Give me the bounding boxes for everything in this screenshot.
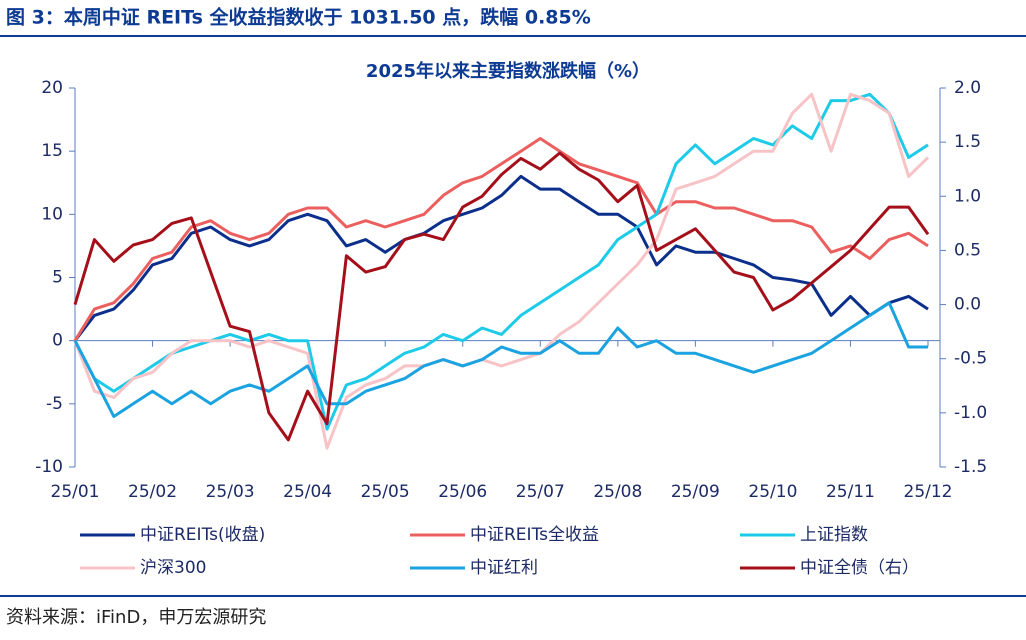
x-tick-label: 25/08 [593, 482, 642, 502]
series-line [73, 137, 929, 342]
y2-tick-label: 1.0 [954, 186, 981, 206]
y-tick-label: 10 [41, 204, 63, 224]
y-tick-label: -5 [46, 394, 63, 414]
x-tick-label: 25/02 [128, 482, 177, 502]
x-tick-label: 25/01 [51, 482, 100, 502]
series-line [73, 92, 929, 431]
y2-tick-label: -0.5 [954, 349, 987, 369]
y2-tick-label: -1.5 [954, 457, 987, 477]
source: 资料来源：iFinD，申万宏源研究 [6, 607, 266, 628]
y2-tick-label: -1.0 [954, 403, 987, 423]
chart-title: 2025年以来主要指数涨跌幅（%） [366, 60, 650, 82]
y-tick-label: 20 [41, 78, 63, 98]
header-title: 图 3：本周中证 REITs 全收益指数收于 1031.50 点，跌幅 0.85… [6, 6, 591, 29]
y-tick-label: 5 [52, 268, 63, 288]
legend-label: 中证REITs(收盘) [140, 525, 265, 545]
legend-label: 中证红利 [470, 558, 538, 578]
x-tick-label: 25/05 [361, 482, 410, 502]
y-tick-label: 15 [41, 141, 63, 161]
y-tick-label: 0 [52, 331, 63, 351]
x-tick-label: 25/04 [283, 482, 332, 502]
legend-label: 沪深300 [140, 558, 206, 578]
series-line [73, 92, 930, 450]
series-line [73, 151, 930, 442]
y2-tick-label: 1.5 [954, 132, 981, 152]
x-tick-label: 25/10 [748, 482, 797, 502]
y-tick-label: -10 [35, 457, 63, 477]
legend-label: 上证指数 [800, 525, 868, 545]
series-line [73, 301, 928, 418]
x-tick-label: 25/03 [206, 482, 255, 502]
x-tick-label: 25/12 [904, 482, 953, 502]
legend-label: 中证REITs全收益 [470, 525, 599, 545]
y2-tick-label: 0.5 [954, 240, 981, 260]
y2-tick-label: 2.0 [954, 78, 981, 98]
x-tick-label: 25/07 [516, 482, 565, 502]
x-tick-label: 25/11 [826, 482, 875, 502]
y2-tick-label: 0.0 [954, 295, 981, 315]
x-tick-label: 25/06 [438, 482, 487, 502]
x-tick-label: 25/09 [671, 482, 720, 502]
legend-label: 中证全债（右） [800, 558, 919, 578]
series-line [73, 174, 929, 342]
